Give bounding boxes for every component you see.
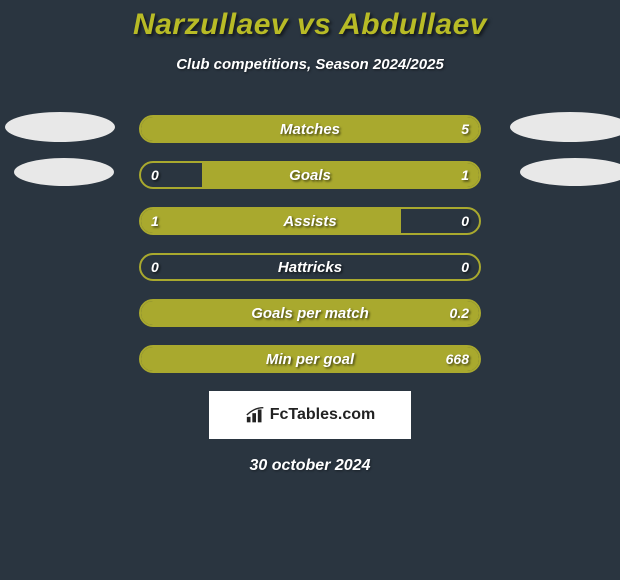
date: 30 october 2024 — [0, 457, 620, 475]
stat-value-right: 0 — [461, 255, 469, 279]
stats-section: Matches50Goals11Assists00Hattricks0Goals… — [0, 115, 620, 373]
player1-avatar-placeholder — [5, 112, 115, 142]
stat-label: Matches — [141, 117, 479, 141]
stat-value-right: 668 — [446, 347, 469, 371]
stat-row: Min per goal668 — [139, 345, 481, 373]
bar-chart-icon — [245, 405, 267, 425]
logo: FcTables.com — [245, 405, 376, 425]
player2-name: Abdullaev — [339, 8, 487, 41]
stat-row: 1Assists0 — [139, 207, 481, 235]
stat-label: Goals per match — [141, 301, 479, 325]
logo-text: FcTables.com — [270, 406, 376, 424]
stat-label: Goals — [141, 163, 479, 187]
stat-row: Goals per match0.2 — [139, 299, 481, 327]
stat-label: Assists — [141, 209, 479, 233]
stat-value-right: 1 — [461, 163, 469, 187]
stat-row: 0Hattricks0 — [139, 253, 481, 281]
stat-label: Hattricks — [141, 255, 479, 279]
player1-flag-placeholder — [14, 158, 114, 186]
stat-value-right: 5 — [461, 117, 469, 141]
subtitle: Club competitions, Season 2024/2025 — [0, 56, 620, 73]
comparison-infographic: Narzullaev vs Abdullaev Club competition… — [0, 0, 620, 475]
logo-box: FcTables.com — [209, 391, 411, 439]
player2-flag-placeholder — [520, 158, 620, 186]
stat-value-right: 0 — [461, 209, 469, 233]
title: Narzullaev vs Abdullaev — [0, 8, 620, 42]
stat-label: Min per goal — [141, 347, 479, 371]
vs-text: vs — [297, 8, 331, 41]
stat-value-right: 0.2 — [450, 301, 469, 325]
player1-name: Narzullaev — [133, 8, 288, 41]
player2-avatar-placeholder — [510, 112, 620, 142]
stat-row: 0Goals1 — [139, 161, 481, 189]
stat-row: Matches5 — [139, 115, 481, 143]
